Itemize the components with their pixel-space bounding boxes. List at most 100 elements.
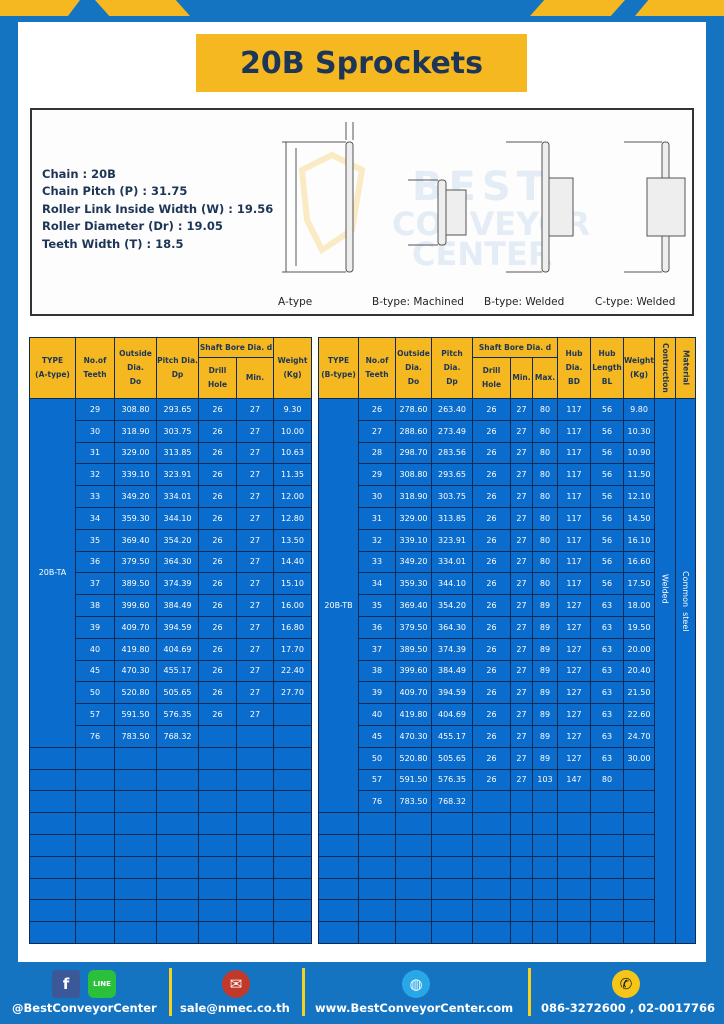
hub-dia-cell: 127	[557, 724, 591, 748]
hub-dia-cell: 127	[557, 637, 591, 661]
line-icon[interactable]: LINE	[88, 970, 116, 998]
b-machined-drawing	[408, 179, 467, 246]
pitch-dia-cell: 354.20	[156, 528, 199, 552]
empty-cell	[75, 921, 115, 944]
label-b-machined: B-type: Machined	[372, 296, 464, 308]
a-type-table: TYPE (A-type) No.of Teeth Outside Dia. Do Pi…	[29, 337, 312, 944]
pitch-dia-cell: 374.39	[431, 637, 473, 661]
globe-icon: ◍	[402, 970, 430, 998]
teeth-cell: 29	[75, 398, 115, 421]
min-bore-cell: 27	[510, 681, 533, 705]
pitch-dia-cell: 576.35	[431, 768, 473, 792]
teeth-cell: 57	[75, 703, 115, 726]
weight-cell	[273, 724, 312, 748]
table-row: 37 389.50 374.39 26 27 15.10	[30, 572, 312, 596]
empty-cell	[395, 921, 432, 944]
empty-cell	[510, 877, 533, 901]
outside-dia-cell: 339.10	[395, 528, 432, 552]
outside-dia-cell: 591.50	[114, 703, 157, 726]
empty-cell	[156, 855, 199, 879]
weight-cell	[273, 703, 312, 726]
hub-length-cell: 56	[590, 463, 624, 487]
pitch-dia-cell: 404.69	[431, 703, 473, 726]
empty-cell	[431, 855, 473, 879]
hub-length-cell: 63	[590, 637, 624, 661]
drill-hole-cell: 26	[472, 615, 511, 639]
weight-cell: 17.50	[623, 572, 655, 596]
pitch-dia-cell: 303.75	[156, 419, 199, 443]
empty-cell	[198, 768, 237, 792]
facebook-icon[interactable]: f	[52, 970, 80, 998]
empty-cell	[431, 877, 473, 901]
header-weight: Weight (Kg)	[273, 337, 312, 399]
drill-hole-cell: 26	[472, 637, 511, 661]
construction-cell: Welded	[654, 398, 676, 944]
empty-cell	[532, 899, 558, 923]
table-row	[29, 855, 312, 879]
empty-cell	[273, 768, 312, 792]
outside-dia-cell: 349.20	[114, 485, 157, 508]
hub-length-cell: 80	[590, 768, 624, 792]
min-bore-cell: 27	[236, 681, 274, 705]
outside-dia-cell: 399.60	[395, 659, 432, 683]
drill-hole-cell	[198, 724, 237, 748]
drill-hole-cell: 26	[472, 659, 511, 683]
teeth-cell: 26	[358, 398, 396, 421]
empty-cell	[198, 921, 237, 944]
drill-hole-cell: 26	[472, 572, 511, 596]
empty-cell	[510, 921, 533, 944]
empty-cell	[590, 812, 624, 835]
min-bore-cell: 27	[510, 703, 533, 726]
empty-cell	[273, 877, 312, 901]
max-bore-cell: 89	[532, 703, 558, 726]
empty-cell	[395, 877, 432, 901]
empty-cell	[156, 877, 199, 901]
empty-cell	[114, 833, 157, 857]
pitch-dia-cell: 273.49	[431, 419, 473, 443]
drill-hole-cell: 26	[198, 485, 237, 508]
outside-dia-cell: 520.80	[395, 746, 432, 770]
b-welded-drawing	[506, 141, 574, 273]
hub-length-cell: 56	[590, 419, 624, 443]
empty-cell	[510, 855, 533, 879]
empty-cell	[557, 833, 591, 857]
hub-dia-cell: 117	[557, 441, 591, 465]
empty-cell	[557, 855, 591, 879]
pitch-dia-cell: 334.01	[156, 485, 199, 508]
drill-hole-cell: 26	[472, 768, 511, 792]
empty-cell	[472, 899, 511, 923]
weight-cell: 14.40	[273, 550, 312, 574]
teeth-cell: 37	[75, 572, 115, 596]
empty-cell	[114, 790, 157, 814]
pitch-dia-cell: 293.65	[156, 398, 199, 421]
table-row: 38 399.60 384.49 26 27 16.00	[30, 594, 312, 617]
hub-length-cell: 56	[590, 441, 624, 465]
drill-hole-cell: 26	[198, 659, 237, 683]
table-row	[29, 877, 312, 901]
header-shaft-bore: Shaft Bore Dia. d	[472, 337, 558, 358]
email-link[interactable]: sale@nmec.co.th	[180, 1001, 290, 1015]
weight-cell: 9.80	[623, 398, 655, 421]
phone-numbers[interactable]: 086-3272600 , 02-0017766	[541, 1001, 715, 1015]
weight-cell: 16.00	[273, 594, 312, 617]
table-row: 34 359.30 344.10 26 27 80 117 56 17.50	[319, 572, 696, 596]
drill-hole-cell: 26	[198, 615, 237, 639]
pitch-dia-cell: 394.59	[156, 615, 199, 639]
social-handle[interactable]: @BestConveyorCenter	[12, 1001, 157, 1015]
outside-dia-cell: 298.70	[395, 441, 432, 465]
pitch-dia-cell: 768.32	[156, 724, 199, 748]
website-link[interactable]: www.BestConveyorCenter.com	[315, 1001, 514, 1015]
weight-cell: 15.10	[273, 572, 312, 596]
outside-dia-cell: 379.50	[395, 615, 432, 639]
weight-cell: 30.00	[623, 746, 655, 770]
divider	[528, 968, 531, 1016]
corner-stripe	[635, 0, 724, 16]
empty-cell	[75, 833, 115, 857]
pitch-dia-cell: 313.85	[431, 506, 473, 530]
header-pitch-dia: Pitch Dia. Dp	[431, 337, 473, 399]
teeth-cell: 45	[75, 659, 115, 683]
empty-cell	[472, 833, 511, 857]
weight-cell: 20.40	[623, 659, 655, 683]
empty-cell	[198, 790, 237, 814]
table-row	[29, 921, 312, 944]
